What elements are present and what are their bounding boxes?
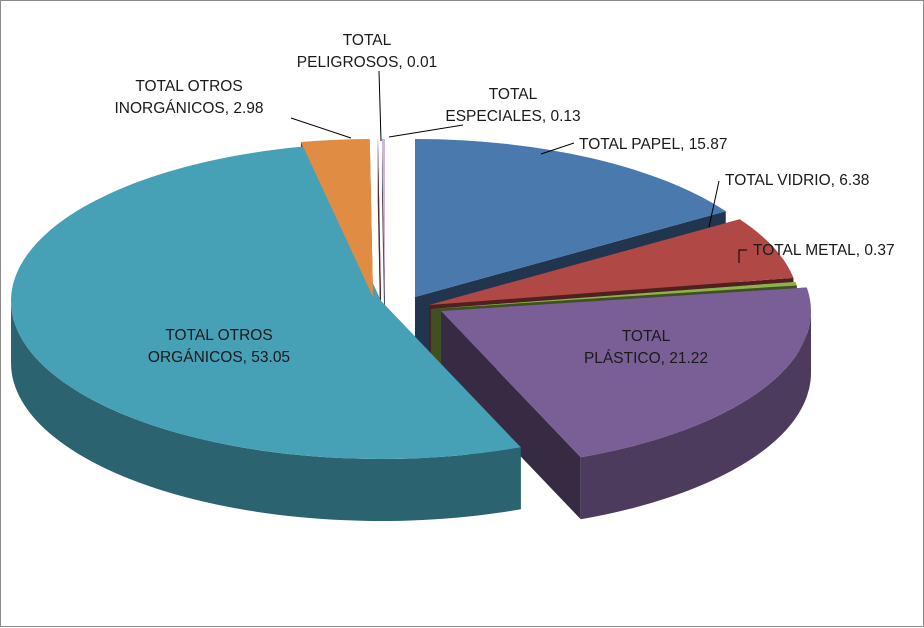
leader-line-total-papel	[540, 142, 575, 155]
slice-side-total-especiales-0	[381, 139, 385, 359]
slice-side-total-pl-stico-1	[441, 311, 581, 520]
slice-rim-total-otros-org-nicos-0	[11, 301, 521, 521]
data-label-total-vidrio: TOTAL VIDRIO, 6.38	[725, 172, 869, 189]
data-label-line: INORGÁNICOS, 2.98	[114, 100, 263, 117]
leader-line-total-otros-inorg-nicos	[290, 117, 352, 139]
data-label-line: ESPECIALES, 0.13	[445, 108, 580, 125]
slice-rim-total-pl-stico-0	[580, 311, 811, 520]
data-label-line: TOTAL	[622, 328, 671, 345]
data-label-line: PLÁSTICO, 21.22	[584, 350, 708, 367]
data-label-total-otros-org-nicos: TOTAL OTROS ORGÁNICOS, 53.05	[148, 327, 290, 366]
slice-total-especiales	[381, 139, 385, 297]
data-label-line: ORGÁNICOS, 53.05	[148, 349, 290, 366]
data-label-line: TOTAL VIDRIO, 6.38	[725, 172, 869, 189]
leader-line-total-metal	[738, 249, 747, 263]
leader-line-total-especiales	[388, 124, 464, 138]
slice-total-metal	[431, 281, 797, 309]
data-label-line: TOTAL OTROS	[165, 327, 272, 344]
pie-labels: TOTAL PAPEL, 15.87 TOTAL VIDRIO, 6.38 TOTA…	[114, 32, 894, 367]
data-label-line: TOTAL	[343, 32, 392, 49]
data-label-line: TOTAL OTROS	[135, 78, 242, 95]
slice-total-pl-stico	[441, 287, 811, 458]
slice-total-otros-inorg-nicos	[300, 139, 373, 297]
leader-line-total-peligrosos	[378, 70, 382, 142]
data-label-total-pl-stico: TOTAL PLÁSTICO, 21.22	[584, 328, 708, 367]
slice-total-papel	[415, 139, 726, 297]
leader-line-total-vidrio	[708, 180, 720, 228]
pie-tops	[11, 139, 811, 459]
data-label-total-metal: TOTAL METAL, 0.37	[753, 242, 895, 259]
data-label-line: PELIGROSOS, 0.01	[297, 54, 437, 71]
slice-total-vidrio	[429, 219, 794, 305]
data-label-total-otros-inorg-nicos: TOTAL OTROS INORGÁNICOS, 2.98	[114, 78, 263, 117]
slice-total-otros-org-nicos	[11, 146, 521, 459]
data-label-total-papel: TOTAL PAPEL, 15.87	[579, 136, 727, 153]
data-label-line: TOTAL PAPEL, 15.87	[579, 136, 727, 153]
data-label-total-peligrosos: TOTAL PELIGROSOS, 0.01	[297, 32, 437, 71]
data-label-total-especiales: TOTAL ESPECIALES, 0.13	[445, 86, 580, 125]
data-label-line: TOTAL	[489, 86, 538, 103]
data-label-line: TOTAL METAL, 0.37	[753, 242, 895, 259]
slice-total-peligrosos	[377, 139, 381, 297]
